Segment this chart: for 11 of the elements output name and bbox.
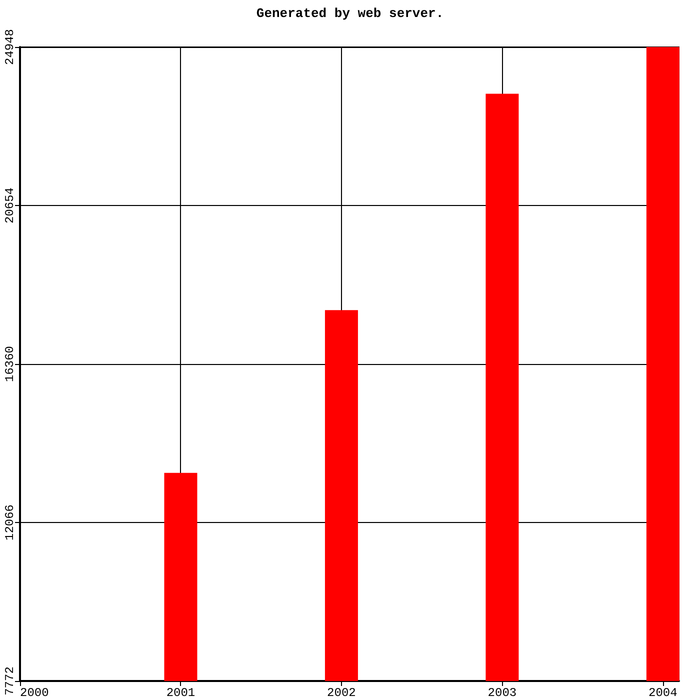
y-tick-label: 24948 — [3, 28, 17, 66]
x-tick-label: 2001 — [166, 686, 196, 700]
y-tick-label: 20654 — [3, 187, 17, 224]
x-tick-label: 2004 — [648, 686, 678, 700]
x-tick-label: 2003 — [488, 686, 517, 700]
chart-title: Generated by web server. — [256, 6, 444, 21]
y-tick-label: 12066 — [3, 504, 17, 541]
x-tick-label: 2000 — [20, 686, 49, 700]
y-tick-label: 16360 — [3, 346, 17, 382]
x-tick-label: 2002 — [327, 686, 356, 700]
y-tick-label: 7772 — [3, 666, 17, 696]
